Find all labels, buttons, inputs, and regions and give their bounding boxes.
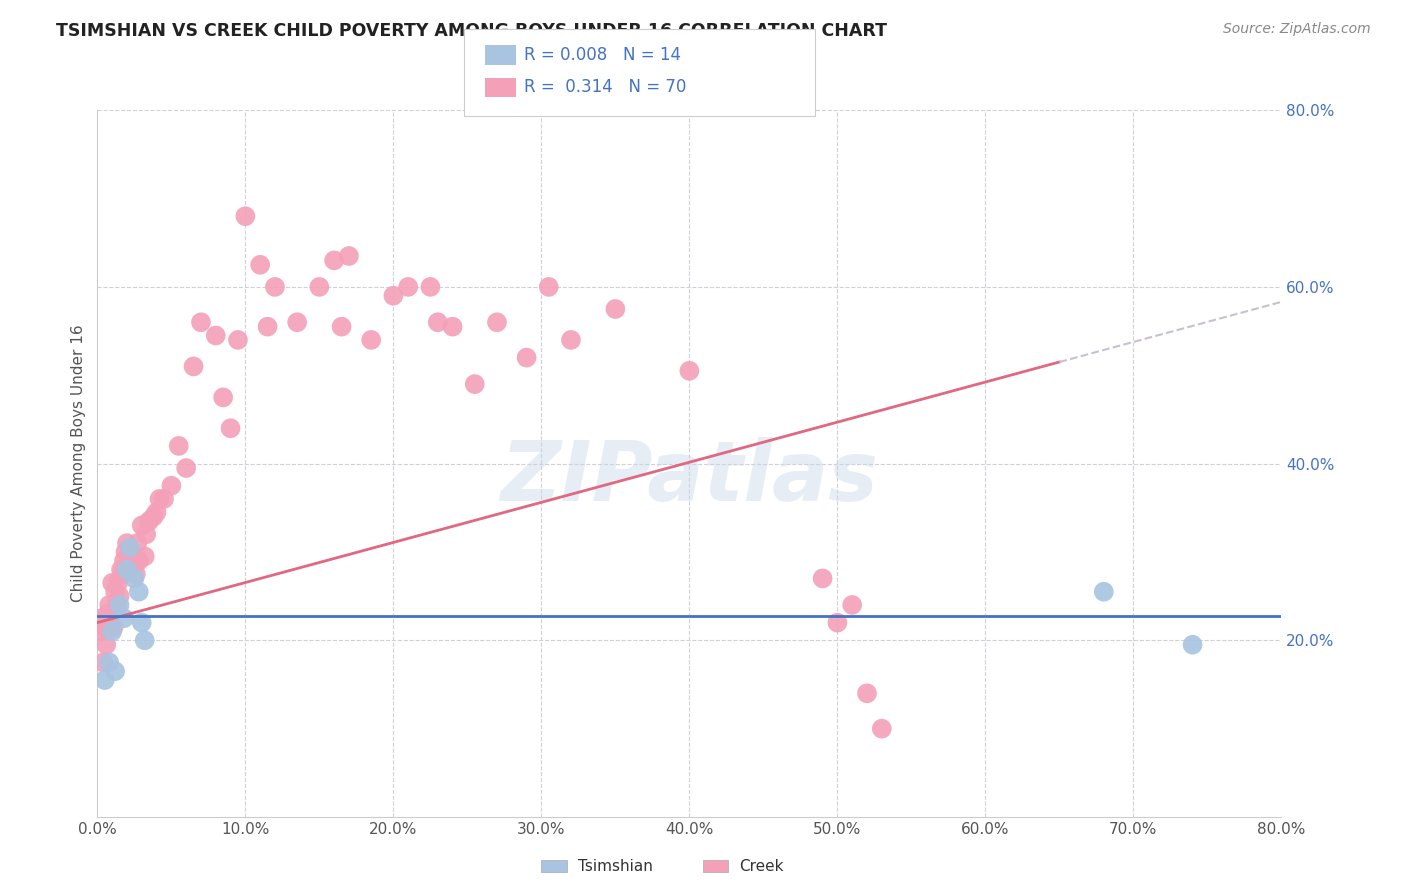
Point [485, 315, 508, 329]
Point [183, 359, 205, 374]
Point [153, 491, 176, 506]
Point [115, 536, 138, 550]
Point [323, 253, 346, 268]
Point [605, 301, 627, 316]
Point [134, 633, 156, 648]
Point [94, 620, 117, 634]
Point [264, 280, 287, 294]
Point [128, 584, 150, 599]
Point [98, 656, 121, 670]
Point [91, 656, 114, 670]
Point [97, 607, 120, 621]
Text: R = 0.008   N = 14: R = 0.008 N = 14 [524, 46, 682, 64]
Point [441, 319, 464, 334]
Point [426, 315, 449, 329]
Point [537, 280, 560, 294]
Point [811, 571, 834, 585]
Point [219, 421, 242, 435]
Point [128, 554, 150, 568]
Point [96, 638, 118, 652]
Point [103, 620, 125, 634]
Point [330, 319, 353, 334]
Point [870, 722, 893, 736]
Text: ZIPatlas: ZIPatlas [501, 437, 879, 518]
Point [360, 333, 382, 347]
Point [856, 686, 879, 700]
Text: Source: ZipAtlas.com: Source: ZipAtlas.com [1223, 22, 1371, 37]
Point [94, 673, 117, 687]
Point [112, 554, 135, 568]
Point [1092, 584, 1115, 599]
Point [115, 563, 138, 577]
Point [110, 563, 132, 577]
Point [235, 209, 257, 223]
Point [337, 249, 360, 263]
Point [108, 589, 131, 603]
Point [204, 328, 226, 343]
Point [105, 598, 128, 612]
Point [125, 567, 148, 582]
Point [108, 598, 131, 612]
Text: Tsimshian: Tsimshian [578, 859, 652, 873]
Point [118, 545, 141, 559]
Y-axis label: Child Poverty Among Boys Under 16: Child Poverty Among Boys Under 16 [72, 325, 86, 602]
Point [104, 584, 127, 599]
Point [396, 280, 419, 294]
Point [131, 615, 153, 630]
Point [120, 554, 142, 568]
Point [124, 571, 146, 585]
Point [249, 258, 271, 272]
Point [145, 505, 167, 519]
Point [138, 514, 160, 528]
Point [111, 567, 134, 582]
Point [174, 461, 197, 475]
Point [560, 333, 582, 347]
Point [134, 549, 156, 564]
Point [256, 319, 278, 334]
Point [308, 280, 330, 294]
Point [117, 558, 139, 573]
Point [285, 315, 308, 329]
Point [100, 620, 122, 634]
Point [678, 364, 700, 378]
Text: R =  0.314   N = 70: R = 0.314 N = 70 [524, 78, 686, 96]
Point [127, 536, 149, 550]
Point [160, 478, 183, 492]
Point [167, 439, 190, 453]
Point [516, 351, 538, 365]
Point [104, 664, 127, 678]
Point [1181, 638, 1204, 652]
Point [841, 598, 863, 612]
Point [464, 377, 486, 392]
Point [101, 575, 124, 590]
Point [190, 315, 212, 329]
Point [89, 624, 111, 639]
Point [212, 390, 235, 404]
Text: TSIMSHIAN VS CREEK CHILD POVERTY AMONG BOYS UNDER 16 CORRELATION CHART: TSIMSHIAN VS CREEK CHILD POVERTY AMONG B… [56, 22, 887, 40]
Point [112, 611, 135, 625]
Point [114, 545, 136, 559]
Point [107, 575, 129, 590]
Point [419, 280, 441, 294]
Point [124, 558, 146, 573]
Point [226, 333, 249, 347]
Point [98, 598, 121, 612]
Point [101, 624, 124, 639]
Text: Creek: Creek [740, 859, 785, 873]
Point [118, 541, 141, 555]
Point [382, 289, 405, 303]
Point [90, 611, 112, 625]
Point [827, 615, 849, 630]
Point [148, 491, 170, 506]
Point [135, 527, 157, 541]
Point [142, 509, 165, 524]
Point [131, 518, 153, 533]
